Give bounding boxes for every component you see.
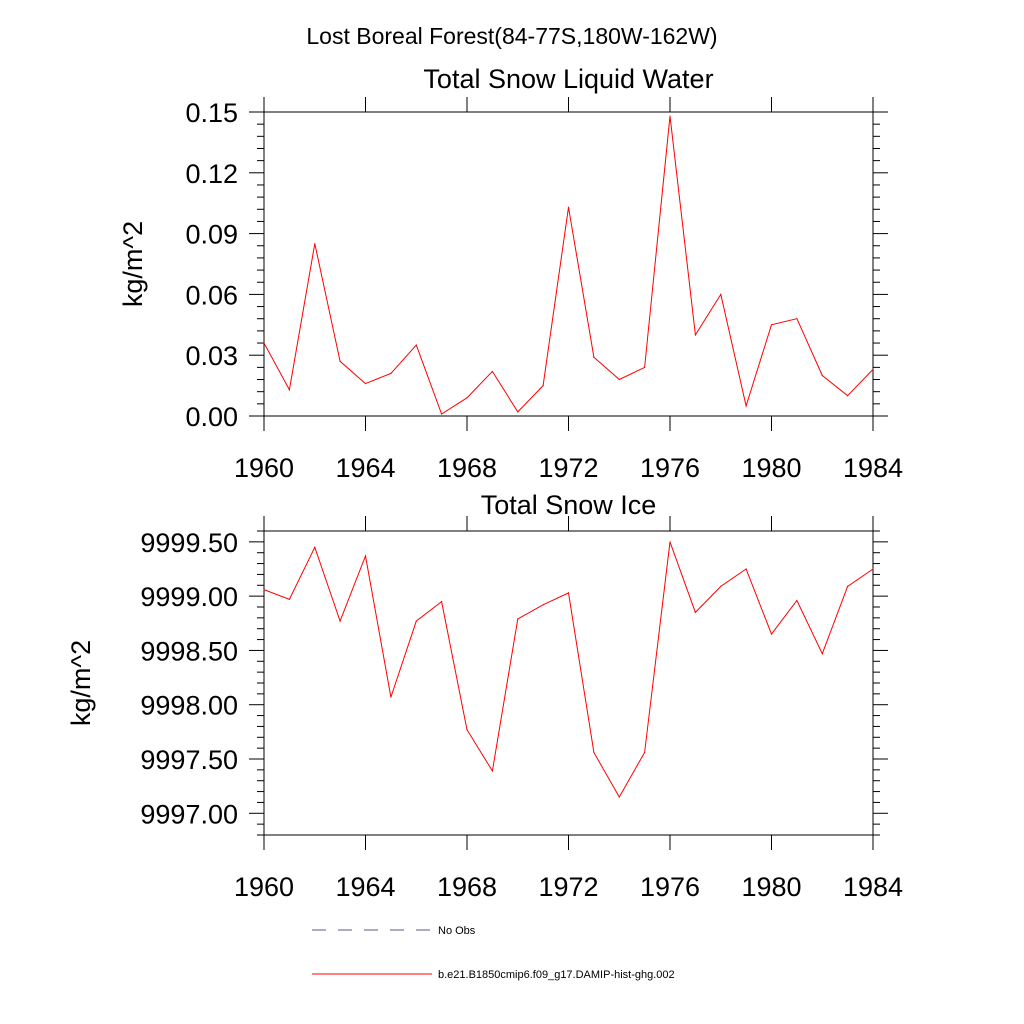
data-point — [441, 413, 443, 415]
data-point — [821, 653, 823, 655]
legend-label-model: b.e21.B1850cmip6.f09_g17.DAMIP-hist-ghg.… — [438, 969, 675, 981]
x-tick-label: 1984 — [843, 872, 903, 902]
y-tick-label: 9997.50 — [140, 745, 238, 775]
data-point — [669, 115, 671, 117]
data-point — [770, 633, 773, 635]
y-tick-label: 9997.00 — [140, 799, 238, 829]
chart-title: Total Snow Liquid Water — [423, 64, 713, 94]
x-tick-label: 1984 — [843, 453, 903, 483]
data-point — [847, 585, 849, 587]
y-tick-label: 0.03 — [185, 341, 238, 371]
data-point — [593, 356, 595, 358]
y-axis-label: kg/m^2 — [66, 640, 96, 726]
data-point — [720, 585, 722, 587]
data-point — [441, 600, 443, 603]
data-point — [314, 243, 316, 245]
x-tick-label: 1980 — [741, 872, 801, 902]
legend: No Obs b.e21.B1850cmip6.f09_g17.DAMIP-hi… — [312, 925, 675, 981]
y-tick-label: 0.15 — [185, 98, 238, 128]
series-line — [263, 116, 874, 415]
x-tick-label: 1964 — [335, 872, 395, 902]
x-tick-label: 1960 — [234, 872, 294, 902]
data-point — [694, 611, 696, 614]
data-point — [847, 395, 849, 397]
series-line — [263, 541, 874, 799]
plot-frame — [263, 111, 874, 417]
data-point — [644, 366, 646, 368]
data-point — [263, 342, 265, 344]
data-point — [542, 385, 544, 387]
data-point — [415, 620, 417, 622]
page-title: Lost Boreal Forest(84-77S,180W-162W) — [306, 23, 717, 49]
x-tick-label: 1960 — [234, 453, 294, 483]
data-point — [821, 374, 823, 377]
data-point — [491, 370, 493, 373]
legend-item-model: b.e21.B1850cmip6.f09_g17.DAMIP-hist-ghg.… — [312, 969, 675, 981]
x-tick-label: 1976 — [640, 453, 700, 483]
data-point — [339, 620, 341, 622]
data-point — [314, 546, 316, 548]
data-point — [415, 344, 417, 346]
y-tick-label: 9999.00 — [140, 582, 238, 612]
y-tick-label: 9999.50 — [140, 528, 238, 558]
data-point — [872, 368, 874, 370]
data-point — [567, 592, 570, 594]
data-point — [567, 206, 570, 208]
x-tick-label: 1968 — [437, 872, 497, 902]
panel-snow-ice: Total Snow Ice 1960 1964 1968 1972 1976 1980 19… — [66, 490, 903, 902]
legend-item-no-obs: No Obs — [312, 925, 476, 937]
data-point — [694, 334, 696, 336]
data-point — [263, 589, 265, 591]
data-point — [644, 751, 646, 754]
y-tick-label: 0.12 — [185, 159, 238, 189]
data-point — [466, 397, 468, 399]
data-point — [872, 568, 874, 570]
data-point — [339, 360, 341, 362]
series-snow-liquid-water — [263, 115, 874, 415]
x-tick-label: 1964 — [335, 453, 395, 483]
y-tick-label: 9998.50 — [140, 636, 238, 666]
x-tick-label: 1972 — [538, 453, 598, 483]
y-tick-label: 9998.00 — [140, 691, 238, 721]
data-point — [288, 389, 290, 391]
data-point — [466, 729, 468, 731]
x-tick-label: 1972 — [538, 872, 598, 902]
chart-title: Total Snow Ice — [481, 490, 657, 520]
data-point — [796, 599, 798, 602]
legend-label-no-obs: No Obs — [438, 925, 476, 937]
data-point — [491, 770, 493, 772]
data-point — [796, 318, 798, 320]
y-tick-label: 0.00 — [185, 402, 238, 432]
plot-frame — [263, 530, 874, 836]
data-point — [745, 568, 747, 570]
y-tick-label: 0.06 — [185, 280, 238, 310]
data-point — [390, 696, 392, 698]
data-point — [364, 555, 367, 557]
panel-snow-liquid-water: Total Snow Liquid Water 1960 1964 1968 1972 1… — [118, 64, 903, 483]
data-point — [517, 618, 519, 620]
data-point — [593, 751, 595, 754]
x-tick-label: 1980 — [741, 453, 801, 483]
y-axis-label: kg/m^2 — [118, 221, 148, 307]
x-tick-label: 1976 — [640, 872, 700, 902]
data-point — [390, 372, 392, 375]
data-point — [669, 541, 671, 543]
data-point — [364, 382, 367, 385]
data-point — [288, 598, 290, 601]
data-point — [720, 293, 722, 295]
x-tick-label: 1968 — [437, 453, 497, 483]
y-tick-label: 0.09 — [185, 220, 238, 250]
data-point — [542, 604, 544, 606]
data-point — [745, 405, 747, 407]
data-point — [770, 324, 773, 326]
data-point — [618, 796, 620, 798]
data-point — [517, 411, 519, 413]
series-snow-ice — [263, 541, 874, 799]
data-point — [618, 378, 620, 381]
